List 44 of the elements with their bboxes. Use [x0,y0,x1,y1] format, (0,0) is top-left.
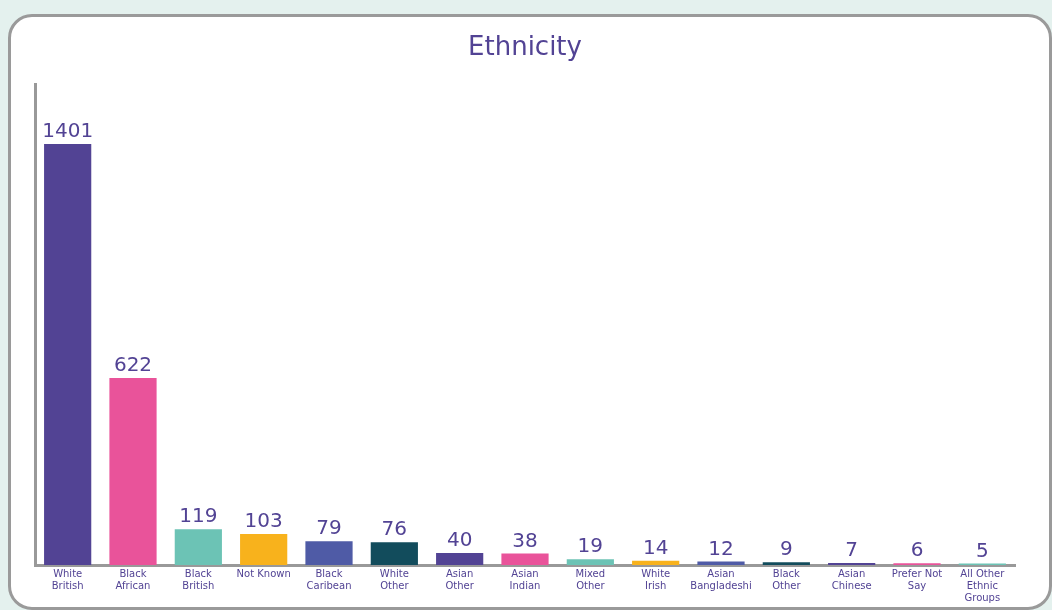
data-label: 119 [179,503,218,528]
x-tick-label: Black African [115,567,151,591]
bar [109,378,157,565]
x-tick-label: Black Other [772,567,802,591]
bar [697,561,745,565]
bar [305,541,353,565]
x-tick-label: All Other Ethnic Groups [960,567,1006,603]
x-tick-label: Asian Bangladeshi [690,567,752,591]
bar [828,562,876,565]
data-label: 6 [910,537,924,562]
data-label: 622 [113,352,153,377]
data-label: 9 [779,536,793,561]
x-tick-label: Not Known [236,567,291,579]
data-label: 40 [446,527,473,552]
x-tick-label: White Irish [641,567,671,591]
x-tick-label: Mixed Other [575,567,606,591]
x-tick-label: Black Caribean [306,567,352,591]
bar [501,553,549,565]
data-label: 7 [845,537,859,562]
data-label: 5 [975,537,989,562]
bar [436,552,484,565]
x-tick-label: White British [51,567,84,591]
data-label: 103 [244,508,283,533]
data-label: 79 [316,515,342,540]
x-tick-label: Asian Chinese [831,567,872,591]
bar [566,559,614,565]
bar [44,144,92,565]
chart-title: Ethnicity [468,31,582,62]
data-label: 19 [577,533,604,558]
data-label: 14 [642,535,669,559]
data-label: 76 [381,516,408,541]
x-tick-label: White Other [379,567,410,591]
x-tick-label: Asian Other [445,567,475,591]
bar [762,562,810,565]
x-tick-label: Prefer Not Say [891,567,943,591]
data-label: 12 [708,535,734,560]
x-tick-label: Asian Indian [509,567,541,591]
data-label: 1401 [42,118,94,143]
bar [632,560,680,565]
bar [240,534,288,565]
x-tick-label: Black British [182,567,215,591]
data-label: 38 [512,527,538,552]
bar [370,542,418,565]
bar [174,529,222,565]
